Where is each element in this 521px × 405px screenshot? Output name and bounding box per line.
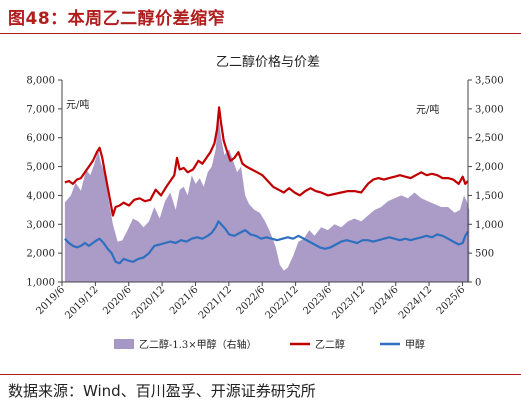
right-tick-label: 0: [475, 278, 481, 289]
series-line-meg: [64, 106, 469, 217]
x-tick-label: 2019/12: [63, 284, 100, 321]
series-line-methanol: [64, 220, 469, 265]
data-source: 数据来源：Wind、百川盈孚、开源证券研究所: [8, 382, 316, 400]
legend-item-spread-label: 乙二醇-1.3×甲醇（右轴）: [139, 338, 257, 351]
right-tick-label: 2,000: [475, 162, 504, 173]
left-tick-label: 4,000: [26, 191, 55, 202]
left-axis-unit: 元/吨: [66, 98, 89, 111]
x-tick-label: 2019/6: [34, 284, 67, 317]
x-tick-label: 2024/6: [368, 284, 401, 317]
legend-item-methanol-label: 甲醇: [405, 338, 425, 351]
left-tick-label: 2,000: [26, 249, 55, 260]
left-tick-label: 7,000: [26, 104, 55, 115]
x-tick-label: 2025/6: [435, 284, 468, 317]
x-tick-label: 2022/6: [235, 284, 268, 317]
x-tick-label: 2020/6: [101, 284, 134, 317]
x-tick-label: 2021/6: [168, 284, 201, 317]
right-tick-label: 500: [475, 249, 494, 260]
left-tick-label: 5,000: [26, 162, 55, 173]
x-tick-label: 2021/12: [197, 284, 234, 321]
left-tick-label: 6,000: [26, 133, 55, 144]
left-tick-label: 1,000: [26, 278, 55, 289]
chart-svg: 乙二醇价格与价差 元/吨 元/吨 1,000 2,000 3,000 4,000 5,0…: [26, 54, 504, 351]
source-divider: [0, 374, 521, 375]
title-divider: [0, 33, 521, 34]
x-tick-label: 2024/12: [397, 284, 434, 321]
legend-swatch: [114, 339, 134, 349]
x-tick-label: 2022/12: [264, 284, 301, 321]
left-tick-label: 3,000: [26, 220, 55, 231]
right-tick-label: 2,500: [475, 133, 504, 144]
right-axis-unit: 元/吨: [416, 103, 439, 116]
legend-item-meg-label: 乙二醇: [315, 338, 345, 351]
right-tick-label: 3,000: [475, 104, 504, 115]
chart-title: 乙二醇价格与价差: [216, 54, 320, 70]
right-tick-label: 1,000: [475, 220, 504, 231]
legend: 乙二醇-1.3×甲醇（右轴） 乙二醇 甲醇: [114, 338, 425, 351]
x-tick-label: 2023/6: [301, 284, 334, 317]
x-tick-label: 2020/12: [130, 284, 167, 321]
x-tick-label: 2023/12: [330, 284, 367, 321]
figure-title: 图48：本周乙二醇价差缩窄: [8, 9, 226, 29]
left-tick-label: 8,000: [26, 76, 55, 87]
right-tick-label: 1,500: [475, 191, 504, 202]
series-area-spread: [64, 114, 470, 282]
chart-container: 乙二醇价格与价差 元/吨 元/吨 1,000 2,000 3,000 4,000 5,0…: [0, 35, 521, 372]
right-tick-label: 3,500: [475, 76, 504, 87]
